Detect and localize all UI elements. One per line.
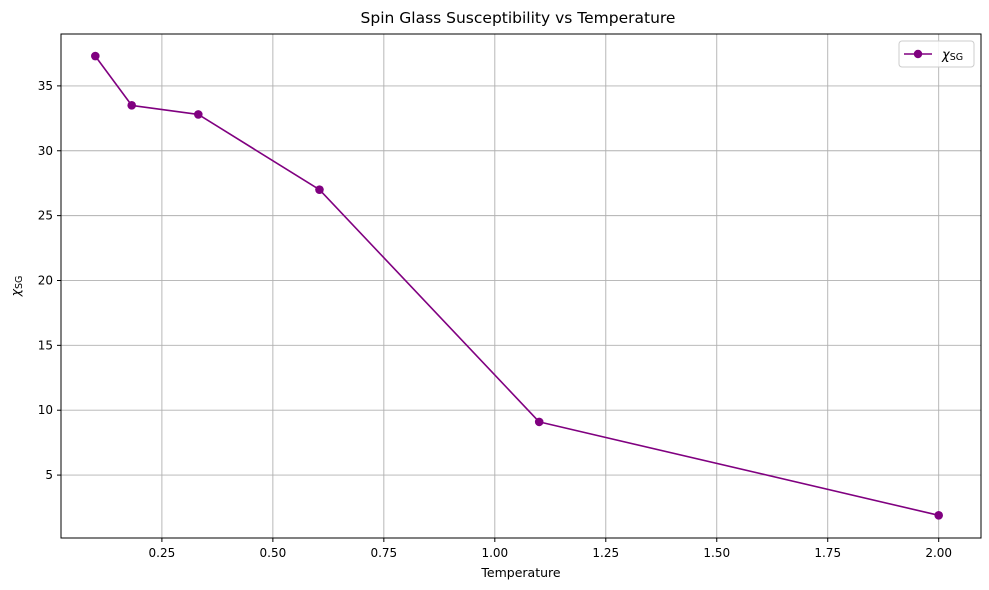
legend-label: χSG: [941, 48, 963, 63]
y-tick-label: 20: [38, 273, 53, 287]
x-tick-label: 1.50: [703, 546, 730, 560]
x-tick-label: 2.00: [925, 546, 952, 560]
data-point: [193, 110, 203, 119]
legend-box: [898, 40, 975, 68]
x-tick-label: 1.75: [814, 546, 841, 560]
x-tick-label: 1.25: [592, 546, 619, 560]
legend: χSG: [898, 40, 975, 68]
grid-lines: [61, 34, 981, 538]
y-axis-ticks: 5 10 15 20 25 30 35: [38, 79, 61, 482]
y-axis-label-sub: SG: [14, 276, 25, 289]
y-axis-label-main: χ: [8, 288, 23, 297]
y-tick-label: 5: [45, 468, 53, 482]
chart-title: Spin Glass Susceptibility vs Temperature: [361, 9, 676, 27]
data-point: [534, 417, 544, 427]
data-point: [91, 51, 100, 61]
y-tick-label: 10: [38, 403, 53, 417]
y-tick-label: 35: [38, 79, 53, 93]
y-tick-label: 15: [38, 338, 53, 352]
y-tick-label: 25: [38, 209, 53, 223]
data-point: [315, 185, 324, 194]
data-point: [127, 101, 137, 110]
series-markers-group: [91, 51, 943, 520]
x-tick-label: 0.75: [370, 546, 397, 560]
series-line: [94, 55, 939, 517]
y-axis-label: χSG: [8, 276, 25, 298]
series-line-group: [94, 55, 939, 517]
legend-marker-swatch: [913, 49, 923, 59]
y-tick-label: 30: [38, 144, 53, 158]
x-axis-label: Temperature: [480, 565, 560, 580]
svg-text:χSG: χSG: [8, 276, 25, 298]
x-tick-label: 0.50: [260, 546, 287, 560]
plot-frame: [60, 33, 982, 539]
data-point: [934, 510, 943, 520]
legend-label-main: χ: [941, 48, 951, 63]
x-tick-label: 0.25: [149, 546, 176, 560]
x-tick-label: 1.00: [481, 546, 508, 560]
legend-label-sub: SG: [950, 52, 963, 63]
x-axis-ticks: 0.25 0.50 0.75 1.00 1.25 1.50 1.75 2.00: [149, 538, 952, 560]
